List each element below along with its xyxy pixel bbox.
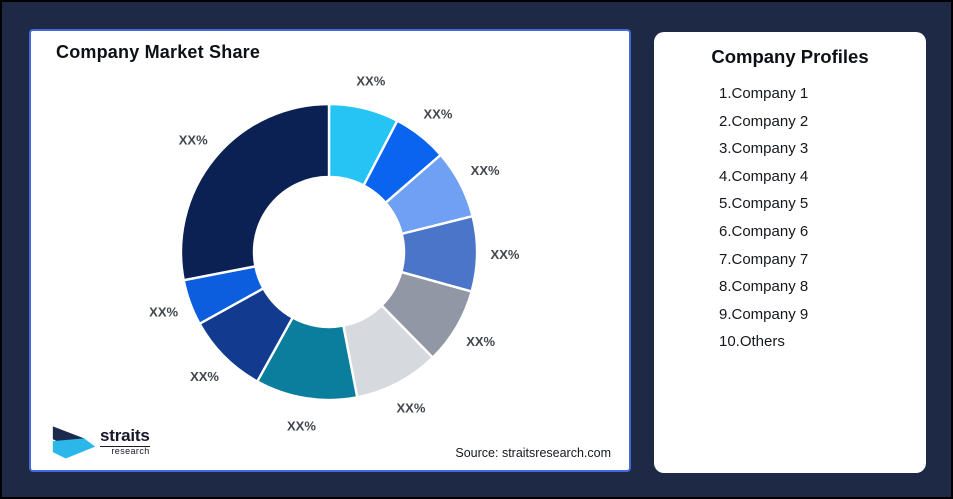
straits-research-logo: straits research <box>51 423 150 461</box>
source-text: Source: straitsresearch.com <box>455 446 611 460</box>
slice-label: XX% <box>149 305 178 320</box>
donut-slice <box>179 102 331 282</box>
profile-item: 3.Company 3 <box>719 140 809 158</box>
logo-cyan-chevron <box>52 438 96 459</box>
profile-item: 2.Company 2 <box>719 112 809 130</box>
logo-text: straits research <box>100 427 150 457</box>
profile-item: 7.Company 7 <box>719 250 809 268</box>
logo-subtitle: research <box>111 446 150 457</box>
logo-name: straits <box>100 426 150 446</box>
profiles-title: Company Profiles <box>711 46 869 67</box>
profile-item: 9.Company 9 <box>719 305 809 323</box>
company-profiles-card: Company Profiles 1.Company 1 2.Company 2… <box>654 32 926 473</box>
profile-item: 10.Others <box>719 333 785 351</box>
slice-label: XX% <box>424 106 453 121</box>
profile-item: 6.Company 6 <box>719 222 809 240</box>
profile-item: 8.Company 8 <box>719 278 809 296</box>
slice-label: XX% <box>491 247 520 262</box>
market-share-card: Company Market Share XX% XX% XX% XX% XX% XX% X… <box>29 29 631 472</box>
slice-label: XX% <box>471 163 500 178</box>
logo-sub-row: research <box>100 446 150 457</box>
profile-item: 1.Company 1 <box>719 85 809 102</box>
logo-mark-icon <box>52 426 96 459</box>
slice-label: XX% <box>466 334 495 349</box>
profiles-list: 1.Company 1 2.Company 2 3.Company 3 4.Co… <box>654 80 926 356</box>
slice-label: XX% <box>190 369 219 384</box>
donut-chart: XX% XX% XX% XX% XX% XX% XX% XX% XX% XX% <box>149 74 520 434</box>
chart-title: Company Market Share <box>56 42 261 62</box>
slice-label: XX% <box>396 400 425 415</box>
profile-item: 5.Company 5 <box>719 195 809 213</box>
slice-label: XX% <box>356 74 385 89</box>
profile-item: 4.Company 4 <box>719 167 809 185</box>
slice-label: XX% <box>287 418 316 433</box>
slice-label: XX% <box>179 133 208 148</box>
